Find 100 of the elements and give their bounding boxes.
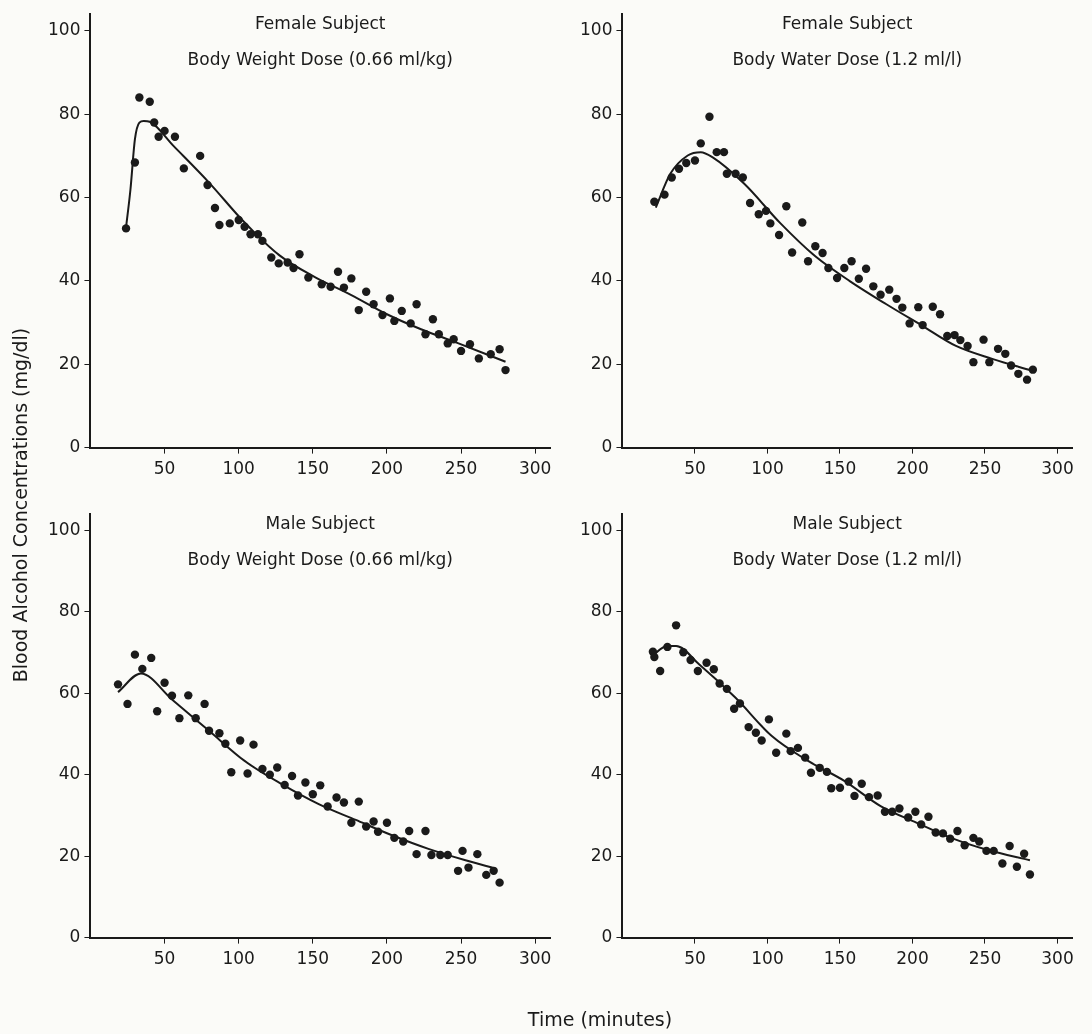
- point: [160, 126, 169, 136]
- x-axis-title: Time (minutes): [527, 1008, 673, 1030]
- x-tick-label: 200: [896, 948, 929, 969]
- point: [928, 302, 937, 311]
- point: [715, 679, 724, 688]
- x-tick-label: 200: [370, 948, 404, 969]
- point: [840, 263, 849, 273]
- y-tick-label: 80: [590, 102, 613, 123]
- point: [404, 826, 414, 836]
- x-tick-label: 200: [896, 458, 929, 479]
- point: [339, 798, 349, 807]
- point: [354, 797, 363, 806]
- point: [195, 151, 205, 161]
- point: [428, 315, 438, 324]
- point: [234, 215, 243, 225]
- point: [679, 648, 688, 657]
- point: [486, 350, 495, 359]
- point: [693, 666, 703, 676]
- chart-title: Female Subject: [255, 13, 386, 34]
- point: [301, 778, 310, 787]
- point: [844, 777, 853, 786]
- point: [427, 850, 436, 860]
- point: [249, 740, 258, 749]
- point: [332, 793, 341, 802]
- text: Body Weight Dose (0.66 ml/kg): [187, 549, 453, 570]
- point: [686, 655, 695, 665]
- y-tick-label: 100: [579, 518, 613, 539]
- x-tick-label: 250: [968, 458, 1002, 479]
- point: [660, 190, 669, 199]
- point: [1012, 862, 1022, 871]
- point: [931, 828, 940, 837]
- chart-title: Male Subject: [792, 513, 903, 534]
- y-tick-label: 60: [58, 681, 81, 702]
- point: [895, 804, 904, 813]
- point: [495, 878, 504, 887]
- point: [969, 833, 978, 843]
- point: [1005, 841, 1014, 851]
- point: [945, 834, 955, 843]
- x-tick-label: 150: [823, 458, 857, 479]
- point: [390, 833, 399, 843]
- text: Body Water Dose (1.2 ml/l): [732, 549, 963, 570]
- point: [824, 263, 833, 273]
- point: [702, 658, 711, 667]
- point: [911, 807, 920, 816]
- x-tick-label: 250: [444, 458, 478, 479]
- point: [832, 273, 842, 283]
- point: [361, 822, 371, 831]
- point: [227, 768, 236, 777]
- point: [170, 132, 180, 141]
- point: [998, 859, 1007, 868]
- point: [154, 132, 163, 141]
- point: [221, 739, 230, 749]
- point: [175, 713, 184, 723]
- point: [861, 264, 871, 274]
- point: [436, 850, 445, 860]
- point: [474, 354, 484, 363]
- point: [434, 330, 444, 339]
- point: [869, 282, 878, 291]
- point: [754, 210, 763, 219]
- point: [326, 282, 335, 291]
- y-tick-label: 100: [47, 19, 81, 40]
- point: [495, 345, 504, 354]
- point: [818, 248, 827, 258]
- point: [295, 250, 304, 259]
- point: [1022, 375, 1032, 384]
- point: [722, 684, 732, 694]
- point: [378, 310, 387, 320]
- point: [811, 242, 820, 251]
- point: [880, 807, 890, 816]
- point: [443, 339, 452, 348]
- point: [960, 840, 969, 850]
- point: [800, 753, 810, 762]
- point: [215, 729, 224, 738]
- point: [280, 780, 289, 790]
- point: [993, 344, 1003, 354]
- x-tick-label: 50: [684, 948, 706, 969]
- point: [152, 707, 162, 716]
- point: [382, 818, 392, 827]
- x-tick-label: 150: [296, 948, 330, 969]
- x-tick-label: 100: [222, 948, 255, 969]
- point: [265, 770, 275, 779]
- point: [761, 206, 771, 216]
- point: [793, 743, 803, 753]
- point: [938, 829, 948, 838]
- point: [735, 699, 745, 708]
- point: [258, 236, 267, 246]
- point: [385, 294, 395, 303]
- point: [465, 340, 475, 349]
- point: [179, 164, 189, 173]
- x-tick-label: 300: [1041, 948, 1074, 969]
- y-tick-label: 0: [601, 436, 613, 457]
- point: [786, 746, 795, 756]
- point: [267, 253, 276, 262]
- point: [985, 357, 994, 367]
- x-tick-label: 50: [153, 948, 176, 969]
- x-tick-label: 50: [153, 458, 176, 479]
- point: [705, 112, 714, 121]
- point: [712, 147, 721, 157]
- chart-title: Male Subject: [265, 513, 376, 534]
- point: [935, 310, 945, 319]
